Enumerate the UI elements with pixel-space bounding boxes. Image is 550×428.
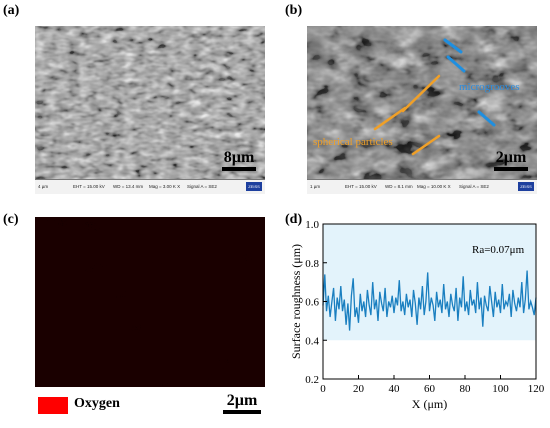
info-wd-b: WD = 8.1 mm (385, 184, 413, 189)
scale-bar-a: 8µm (219, 150, 259, 171)
x-axis-ticks: 0 20 40 60 80 100 120 (320, 375, 545, 395)
x-tick-label: 100 (492, 383, 509, 395)
particle-pointers (373, 74, 441, 156)
panel-c-label: (c) (3, 212, 19, 227)
y-axis-ticks: 0.2 0.4 0.6 0.8 1.0 (305, 219, 327, 386)
sem-texture-a (35, 26, 265, 179)
sem-image-b: microgrooves spherical particles 2µm (307, 26, 537, 179)
zeiss-logo-a: ZEISS (246, 182, 262, 191)
x-axis-label: X (μm) (412, 397, 447, 411)
microgroove-arrows (443, 38, 496, 127)
roughness-chart: 0 20 40 60 80 100 120 0.2 0.4 0.6 0.8 1.0 X (μm) S… (290, 219, 545, 411)
x-tick-label: 80 (460, 383, 472, 395)
scale-line-a (222, 167, 256, 171)
chart-band (323, 224, 536, 341)
info-mag-b: Mag = 10.00 K X (417, 184, 451, 189)
panel-d-label: (d) (285, 212, 303, 227)
info-eht-b: EHT = 15.00 kV (345, 184, 377, 189)
info-scale-b: 1 µm (310, 184, 321, 189)
zeiss-logo-b: ZEISS (518, 182, 534, 191)
legend-swatch-oxygen (38, 397, 68, 414)
scale-bar-b: 2µm (491, 150, 531, 171)
x-tick-label: 60 (424, 383, 436, 395)
annotation-microgrooves: microgrooves (459, 81, 520, 93)
sem-image-a: 8µm (35, 26, 265, 179)
info-signal-b: Signal A = SE2 (459, 184, 489, 189)
y-tick-label: 1.0 (305, 219, 319, 231)
panel-b-label: (b) (285, 3, 303, 18)
panel-a: 8µm 4 µm EHT = 15.00 kV WD = 13.4 mm Mag… (35, 26, 265, 194)
eds-oxygen-map (35, 217, 265, 387)
x-tick-label: 40 (389, 383, 401, 395)
info-scale-a: 4 µm (38, 184, 49, 189)
y-tick-label: 0.2 (305, 374, 319, 386)
scale-line-c (223, 410, 261, 414)
x-tick-label: 0 (320, 383, 326, 395)
info-bar-b: 1 µm EHT = 15.00 kV WD = 8.1 mm Mag = 10… (307, 179, 537, 194)
info-mag-a: Mag = 3.00 K X (149, 184, 181, 189)
roughness-annotation: Ra=0.07μm (472, 244, 525, 256)
scale-bar-c: 2µm (222, 393, 262, 414)
y-axis-label: Surface roughness (μm) (290, 244, 303, 359)
annotation-spherical-particles: spherical particles (313, 136, 393, 148)
scale-text-b: 2µm (495, 149, 527, 166)
roughness-series-line (322, 270, 537, 331)
oxygen-map-texture (35, 217, 265, 387)
scale-text-a: 8µm (223, 149, 255, 166)
panel-a-label: (a) (3, 3, 20, 18)
scale-line-b (494, 167, 528, 171)
x-tick-label: 20 (353, 383, 365, 395)
y-tick-label: 0.8 (305, 258, 319, 270)
scale-text-c: 2µm (226, 392, 258, 409)
y-tick-label: 0.4 (305, 335, 319, 347)
info-eht-a: EHT = 15.00 kV (73, 184, 105, 189)
sem-texture-b (307, 26, 537, 179)
y-tick-label: 0.6 (305, 297, 319, 309)
info-signal-a: Signal A = SE2 (187, 184, 217, 189)
x-tick-label: 120 (528, 383, 545, 395)
info-wd-a: WD = 13.4 mm (113, 184, 144, 189)
legend-label-oxygen: Oxygen (74, 396, 120, 411)
info-bar-a: 4 µm EHT = 15.00 kV WD = 13.4 mm Mag = 3… (35, 179, 265, 194)
panel-b: microgrooves spherical particles 2µm 1 µ… (307, 26, 537, 194)
